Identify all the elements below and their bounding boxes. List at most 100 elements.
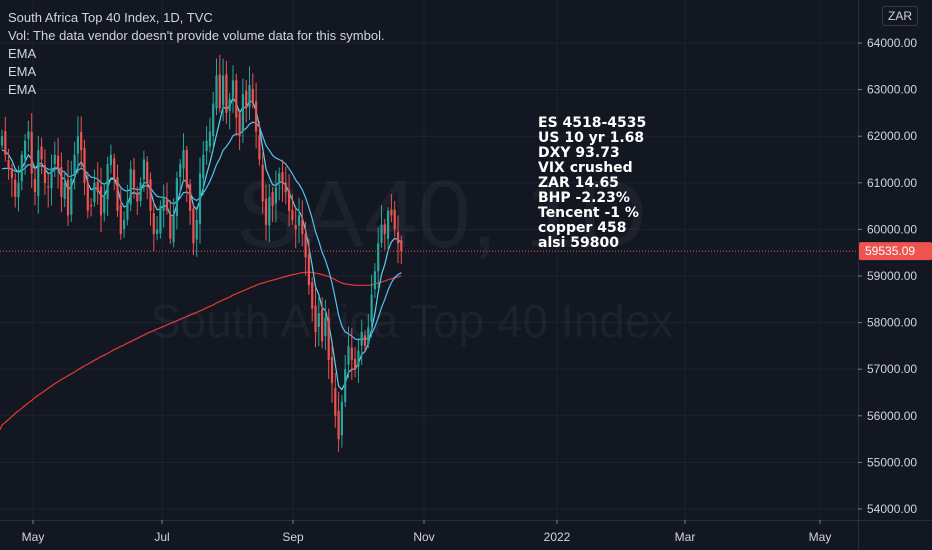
candle-body <box>268 196 271 226</box>
candle-body <box>251 88 254 104</box>
candle-body <box>218 74 221 109</box>
chart-grid <box>0 0 858 520</box>
watermark-symbol: SA40, 1D <box>236 161 647 268</box>
price-tick-label: 62000.00 <box>867 129 917 143</box>
candle-body <box>185 149 188 188</box>
candle-body <box>334 388 337 416</box>
candle-body <box>159 206 162 234</box>
candle-body <box>241 94 244 131</box>
candle-body <box>396 232 400 244</box>
indicator-ema-3[interactable]: EMA <box>8 82 37 97</box>
candle-body <box>215 75 218 109</box>
candle-body <box>400 240 403 252</box>
candle-body <box>235 80 238 118</box>
candle-body <box>373 271 376 290</box>
volume-note: Vol: The data vendor doesn't provide vol… <box>8 28 385 43</box>
candle-body <box>119 205 122 235</box>
price-tick-label: 64000.00 <box>867 36 917 50</box>
candle-body <box>297 215 301 226</box>
candle-body <box>363 335 367 346</box>
candle-body <box>96 181 99 193</box>
candle-body <box>80 131 83 151</box>
chart-legend: South Africa Top 40 Index, 1D, TVC Vol: … <box>8 9 385 99</box>
candle-body <box>63 182 66 199</box>
candle-body <box>162 196 165 211</box>
candle-body <box>192 208 195 244</box>
candle-body <box>126 201 129 220</box>
time-tick-label: Jul <box>154 530 169 544</box>
candle-body <box>20 154 23 182</box>
currency-badge[interactable]: ZAR <box>882 6 918 26</box>
candle-body <box>30 132 33 174</box>
candle-body <box>271 191 274 207</box>
candle-body <box>116 177 119 211</box>
candle-body <box>33 178 37 193</box>
candle-body <box>317 313 320 327</box>
candle-body <box>208 131 211 147</box>
candle-body <box>149 179 152 211</box>
watermark-name: South Africa Top 40 Index <box>150 295 674 347</box>
last-price-line: 59535.09 <box>0 242 932 261</box>
candle-body <box>27 131 30 139</box>
symbol-title[interactable]: South Africa Top 40 Index, 1D, TVC <box>8 10 213 25</box>
candle-body <box>294 225 297 230</box>
candle-body <box>4 131 7 155</box>
annotation-line: alsi 59800 <box>538 235 619 251</box>
annotation-line: VIX crushed <box>538 160 633 176</box>
candle-body <box>60 167 63 197</box>
indicator-ema-2[interactable]: EMA <box>8 64 37 79</box>
candle-body <box>225 74 228 113</box>
candle-body <box>113 158 116 179</box>
candle-body <box>284 182 287 193</box>
candle-body <box>47 186 50 188</box>
candle-body <box>70 178 73 215</box>
price-tick-label: 59000.00 <box>867 269 917 283</box>
candle-body <box>123 220 126 230</box>
candlestick-series <box>0 54 403 452</box>
candle-body <box>99 186 103 216</box>
candle-body <box>264 198 268 225</box>
candle-body <box>24 140 27 159</box>
candle-body <box>311 282 314 309</box>
candle-body <box>17 182 20 198</box>
candle-body <box>142 159 145 180</box>
price-tick-label: 60000.00 <box>867 222 917 236</box>
candle-body <box>321 309 324 342</box>
candle-body <box>304 233 307 258</box>
time-axis: May Jul Sep Nov 2022 Mar May <box>0 520 932 544</box>
candle-body <box>172 215 175 243</box>
candle-body <box>73 154 76 177</box>
price-tick-label: 54000.00 <box>867 502 917 516</box>
candle-body <box>344 369 347 402</box>
candle-body <box>324 317 327 337</box>
candle-body <box>57 155 60 169</box>
annotation-line: Tencent -1 % <box>538 205 639 221</box>
candle-body <box>337 410 340 440</box>
candle-body <box>357 350 360 367</box>
candle-body <box>222 75 225 106</box>
candle-body <box>380 224 383 243</box>
candle-body <box>258 135 261 160</box>
candle-body <box>245 90 248 109</box>
candle-body <box>205 140 208 152</box>
candle-body <box>37 150 40 196</box>
candle-body <box>10 168 13 179</box>
candle-body <box>93 182 96 203</box>
candle-body <box>195 220 198 240</box>
candle-body <box>103 196 106 213</box>
candle-body <box>390 209 393 216</box>
candle-body <box>86 182 89 211</box>
candle-body <box>66 179 70 216</box>
annotation-line: BHP -2.23% <box>538 190 630 206</box>
price-tick-label: 58000.00 <box>867 316 917 330</box>
candle-body <box>360 331 363 346</box>
indicator-ema-1[interactable]: EMA <box>8 46 37 61</box>
candle-body <box>383 224 386 235</box>
price-tick-label: 63000.00 <box>867 83 917 97</box>
candle-body <box>109 154 112 166</box>
candle-body <box>347 345 350 365</box>
text-annotation[interactable]: ES 4518-4535 US 10 yr 1.68 DXY 93.73 VIX… <box>538 116 646 251</box>
candle-body <box>314 305 317 332</box>
candle-body <box>136 192 139 202</box>
